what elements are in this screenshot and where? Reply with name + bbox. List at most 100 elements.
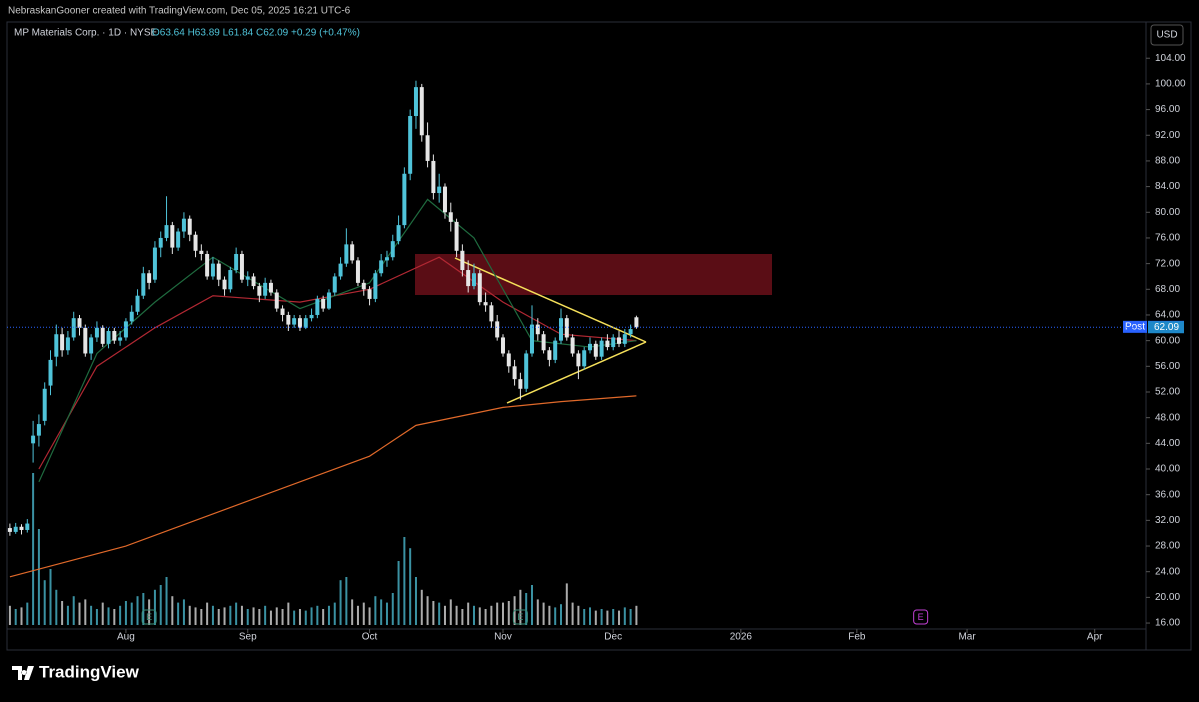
volume-bar [95, 609, 98, 625]
candle-body [373, 273, 378, 299]
volume-bar [20, 607, 23, 625]
volume-bar [72, 596, 75, 625]
candle-body [25, 523, 30, 530]
volume-bar [339, 580, 342, 625]
candle-body [280, 308, 285, 315]
volume-bar [14, 609, 17, 625]
candle-body [100, 327, 105, 344]
volume-bar [211, 605, 214, 625]
volume-bar [171, 596, 174, 625]
y-tick-label: 36.00 [1155, 489, 1180, 500]
candle-body [332, 276, 337, 293]
volume-bar [281, 609, 284, 625]
volume-bar [403, 537, 406, 625]
volume-bar [229, 605, 232, 625]
volume-bar [345, 577, 348, 625]
candle-body [367, 289, 372, 299]
candle-body [500, 337, 505, 354]
y-tick-label: 56.00 [1155, 361, 1180, 372]
moving-average [9, 395, 637, 578]
volume-bar [8, 605, 11, 625]
candle-body [518, 379, 523, 389]
symbol: MP Materials Corp. · 1D · NYSE [14, 28, 158, 39]
volume-bar [368, 607, 371, 625]
candle-body [286, 314, 291, 325]
candle-body [297, 318, 302, 328]
y-tick-label: 48.00 [1155, 412, 1180, 423]
candle-body [309, 314, 314, 319]
candle-body [135, 295, 140, 312]
candle-body [344, 244, 349, 264]
candle-body [402, 173, 407, 226]
volume-bar [177, 602, 180, 625]
candle-body [454, 221, 459, 251]
volume-bar [61, 601, 64, 625]
volume-bar [507, 601, 510, 625]
volume-bar [252, 607, 255, 625]
y-tick-label: 64.00 [1155, 310, 1180, 321]
volume-bar [554, 607, 557, 625]
candle-body [42, 388, 47, 421]
x-tick-label: Mar [958, 632, 976, 643]
candle-body [54, 334, 59, 357]
x-tick-label: Aug [117, 632, 135, 643]
volume-bar [484, 609, 487, 625]
y-tick-label: 104.00 [1155, 53, 1186, 64]
volume-bar [414, 577, 417, 625]
candle-body [622, 334, 627, 344]
volume-bar [583, 609, 586, 625]
volume-bar [327, 605, 330, 625]
candle-body [524, 353, 529, 389]
candle-body [442, 186, 447, 213]
volume-bar [420, 589, 423, 625]
candle-body [512, 366, 517, 380]
candle-body [593, 343, 598, 357]
volume-bar [298, 609, 301, 625]
volume-bar [443, 605, 446, 625]
volume-bar [258, 609, 261, 625]
volume-bar [455, 605, 458, 625]
candle-body [460, 250, 465, 271]
candle-body [425, 135, 430, 161]
volume-bar [612, 609, 615, 625]
volume-bar [124, 601, 127, 625]
volume-bar [438, 602, 441, 625]
volume-bar [153, 589, 156, 625]
candle-body [193, 234, 198, 251]
volume-bar [275, 607, 278, 625]
triangle [454, 257, 647, 404]
y-tick-label: 100.00 [1155, 79, 1186, 90]
candle-body [170, 225, 175, 248]
candle-body [350, 244, 355, 261]
x-tick-label: Nov [494, 632, 512, 643]
volume-bar [600, 609, 603, 625]
candle-body [31, 435, 36, 444]
candle-body [541, 334, 546, 351]
volume-bar [333, 602, 336, 625]
y-tick-label: 92.00 [1155, 130, 1180, 141]
candle-body [94, 327, 99, 338]
volume-bar [287, 602, 290, 625]
earnings-marker [512, 609, 528, 625]
candle-body [71, 318, 76, 338]
frame [6, 21, 1192, 651]
x-tick-label: Apr [1087, 632, 1103, 643]
y-tick-label: 44.00 [1155, 438, 1180, 449]
candle-body [338, 263, 343, 277]
candle-body [315, 298, 320, 315]
volume-bar [467, 602, 470, 625]
candle-body [13, 526, 18, 532]
currency-box[interactable] [1150, 24, 1184, 46]
x-tick-label: Dec [604, 632, 622, 643]
candle-body [605, 340, 610, 348]
candle-body [506, 353, 511, 367]
candle-body [181, 218, 186, 232]
volume-bar [66, 605, 69, 625]
candle-body [245, 276, 250, 280]
y-tick-label: 88.00 [1155, 156, 1180, 167]
earnings-label: E [918, 612, 924, 622]
volume-bar [316, 605, 319, 625]
y-tick-label: 76.00 [1155, 233, 1180, 244]
candle-body [77, 318, 82, 328]
